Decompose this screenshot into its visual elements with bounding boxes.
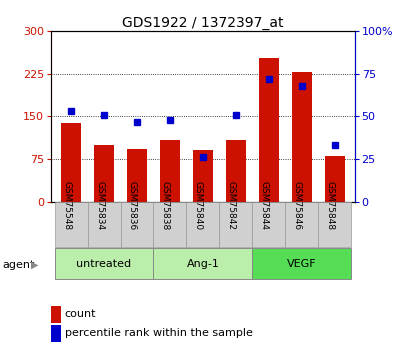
Bar [291, 72, 311, 202]
Text: ▶: ▶ [31, 260, 38, 270]
Bar [219, 202, 252, 247]
Bar [120, 202, 153, 247]
Text: GSM75838: GSM75838 [161, 181, 170, 230]
Text: percentile rank within the sample: percentile rank within the sample [65, 328, 252, 338]
Bar [252, 248, 351, 279]
Text: count: count [65, 309, 96, 319]
Bar [54, 248, 153, 279]
Bar [258, 58, 278, 202]
Text: GSM75846: GSM75846 [292, 181, 301, 230]
Bar [61, 123, 81, 202]
Text: Ang-1: Ang-1 [186, 259, 219, 269]
Bar [318, 202, 351, 247]
Text: GSM75842: GSM75842 [226, 181, 235, 230]
Bar [160, 140, 180, 202]
Bar [186, 202, 219, 247]
Bar [252, 202, 285, 247]
Bar [285, 202, 318, 247]
Text: GSM75844: GSM75844 [259, 181, 268, 230]
Bar [87, 202, 120, 247]
Title: GDS1922 / 1372397_at: GDS1922 / 1372397_at [122, 16, 283, 30]
Bar [193, 150, 212, 202]
Bar [94, 145, 114, 202]
Bar [54, 202, 87, 247]
Text: GSM75840: GSM75840 [193, 181, 202, 230]
Text: VEGF: VEGF [286, 259, 316, 269]
Bar [127, 149, 146, 202]
Bar [324, 156, 344, 202]
Text: GSM75836: GSM75836 [128, 181, 137, 230]
Bar [153, 202, 186, 247]
Text: GSM75548: GSM75548 [62, 181, 71, 230]
Text: agent: agent [2, 260, 34, 270]
Text: GSM75848: GSM75848 [325, 181, 334, 230]
Bar [225, 140, 245, 202]
Bar [153, 248, 252, 279]
Text: untreated: untreated [76, 259, 131, 269]
Text: GSM75834: GSM75834 [95, 181, 104, 230]
